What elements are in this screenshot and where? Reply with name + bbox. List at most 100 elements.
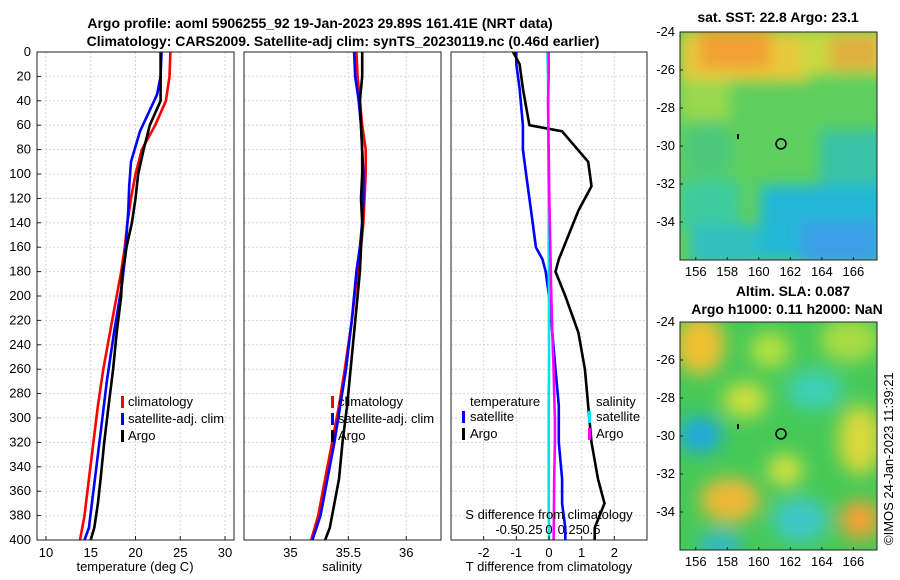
x-tick-label: 10 [39, 545, 53, 560]
timestamp: ©IMOS 24-Jan-2023 11:39:21 [881, 372, 896, 545]
salinity-lines [309, 51, 368, 541]
sla-field [680, 322, 877, 550]
legend-label-t-satellite: satellite [470, 409, 514, 424]
salinity-legend: climatology satellite-adj. clim Argo [331, 394, 434, 443]
y-tick-label: 280 [9, 386, 31, 401]
legend-mark-satellite [121, 413, 124, 425]
y-tick-label: 300 [9, 410, 31, 425]
temperature-panel: 10 15 20 25 30 0 20 40 60 80 100 120 140 160 180 200 22… [9, 44, 235, 574]
map-y-tick-label: -32 [656, 176, 675, 191]
map-x-tick-label: 164 [811, 554, 833, 569]
s-tick-label: -0.5 [495, 522, 517, 537]
series-salinity-argo [546, 52, 557, 541]
salinity-x-ticks: 35 35.5 36 [283, 536, 413, 560]
argo-position-marker [775, 428, 787, 440]
y-tick-label: 20 [17, 68, 31, 83]
x-tick-label: -2 [478, 545, 490, 560]
x-tick-label: 1 [578, 545, 585, 560]
y-tick-label: 220 [9, 312, 31, 327]
legend-label-climatology: climatology [338, 394, 404, 409]
legend-mark-t-satellite [462, 411, 465, 423]
y-tick-label: 80 [17, 142, 31, 157]
legend-mark-s-satellite [588, 411, 591, 423]
map-y-tick-label: -26 [656, 62, 675, 77]
map-x-tick-label: 156 [685, 264, 707, 279]
map-x-tick-label: 156 [685, 554, 707, 569]
sst-map-y-ticks: -24 -26 -28 -30 -32 -34 [656, 24, 683, 229]
legend-label-satellite: satellite-adj. clim [338, 411, 434, 426]
map-x-tick-label: 166 [843, 554, 865, 569]
x-tick-label: -1 [511, 545, 523, 560]
salinity-axes-frame [243, 51, 442, 541]
s-difference-label: S difference from climatology [465, 507, 633, 522]
map-x-tick-label: 158 [716, 554, 738, 569]
sla-map-subtitle: Argo h1000: 0.11 h2000: NaN [691, 301, 882, 317]
temperature-x-label: temperature (deg C) [76, 559, 193, 574]
s-tick-label: 0.5 [582, 522, 600, 537]
legend-mark-t-argo [462, 428, 465, 440]
legend-label-satellite: satellite-adj. clim [128, 411, 224, 426]
map-x-tick-label: 162 [779, 554, 801, 569]
x-tick-label: 36 [399, 545, 413, 560]
map-y-tick-label: -34 [656, 504, 675, 519]
y-tick-label: 0 [24, 44, 31, 59]
map-y-tick-label: -34 [656, 214, 675, 229]
series-argo [89, 52, 162, 541]
difference-x-ticks: -2 -1 0 1 2 [478, 536, 618, 560]
sst-map-title: sat. SST: 22.8 Argo: 23.1 [697, 9, 859, 25]
salinity-panel: 35 35.5 36 salinity climatology satellite-… [243, 51, 442, 574]
map-y-tick-label: -24 [656, 24, 675, 39]
map-x-tick-label: 158 [716, 264, 738, 279]
map-x-tick-label: 160 [748, 554, 770, 569]
x-tick-label: 30 [218, 545, 232, 560]
y-tick-label: 40 [17, 93, 31, 108]
map-x-tick-label: 160 [748, 264, 770, 279]
series-temperature-satellite [514, 52, 567, 540]
sst-map-x-ticks: 156 158 160 162 164 166 [685, 257, 864, 279]
legend-label-s-argo: Argo [596, 426, 623, 441]
map-y-tick-label: -28 [656, 100, 675, 115]
sla-map-title: Altim. SLA: 0.087 [736, 283, 851, 299]
y-tick-label: 340 [9, 459, 31, 474]
sla-map-x-ticks: 156 158 160 162 164 166 [685, 547, 864, 569]
sst-map-tick-mark [737, 134, 739, 139]
legend-label-t-argo: Argo [470, 426, 497, 441]
x-tick-label: 20 [128, 545, 142, 560]
series-temperature-argo [511, 51, 606, 540]
difference-legend-left: temperature satellite Argo [462, 394, 540, 441]
sla-map-tick-mark [737, 424, 739, 429]
y-tick-label: 140 [9, 215, 31, 230]
title-line-2: Climatology: CARS2009. Satellite-adj cli… [87, 33, 600, 49]
x-tick-label: 35 [283, 545, 297, 560]
legend-mark-s-argo [588, 428, 591, 440]
legend-mark-argo [331, 430, 334, 442]
y-tick-label: 360 [9, 483, 31, 498]
salinity-grid [244, 51, 441, 541]
legend-mark-climatology [331, 396, 334, 408]
legend-mark-argo [121, 430, 124, 442]
difference-legend-right: salinity satellite Argo [588, 394, 640, 441]
legend-label-s-satellite: satellite [596, 409, 640, 424]
sst-map-panel: sat. SST: 22.8 Argo: 23.1 156 158 160 162 16… [656, 9, 878, 279]
temperature-legend: climatology satellite-adj. clim Argo [121, 394, 224, 443]
x-tick-label: 35.5 [336, 545, 361, 560]
y-tick-label: 160 [9, 239, 31, 254]
y-tick-label: 400 [9, 532, 31, 547]
y-tick-label: 320 [9, 434, 31, 449]
y-tick-label: 200 [9, 288, 31, 303]
temperature-x-ticks: 10 15 20 25 30 [39, 536, 232, 560]
legend-mark-satellite [331, 413, 334, 425]
sla-map-panel: Altim. SLA: 0.087 Argo h1000: 0.11 h2000… [656, 283, 883, 569]
legend-mark-climatology [121, 396, 124, 408]
y-tick-label: 260 [9, 361, 31, 376]
x-tick-label: 0 [545, 545, 552, 560]
y-tick-label: 120 [9, 190, 31, 205]
legend-label-climatology: climatology [128, 394, 194, 409]
legend-header-salinity: salinity [596, 394, 636, 409]
map-y-tick-label: -28 [656, 390, 675, 405]
y-tick-label: 100 [9, 166, 31, 181]
map-x-tick-label: 166 [843, 264, 865, 279]
difference-s-ticks: -0.5-0.25 0 0.25 0.5 [495, 522, 600, 537]
title-line-1: Argo profile: aoml 5906255_92 19-Jan-202… [87, 15, 552, 31]
